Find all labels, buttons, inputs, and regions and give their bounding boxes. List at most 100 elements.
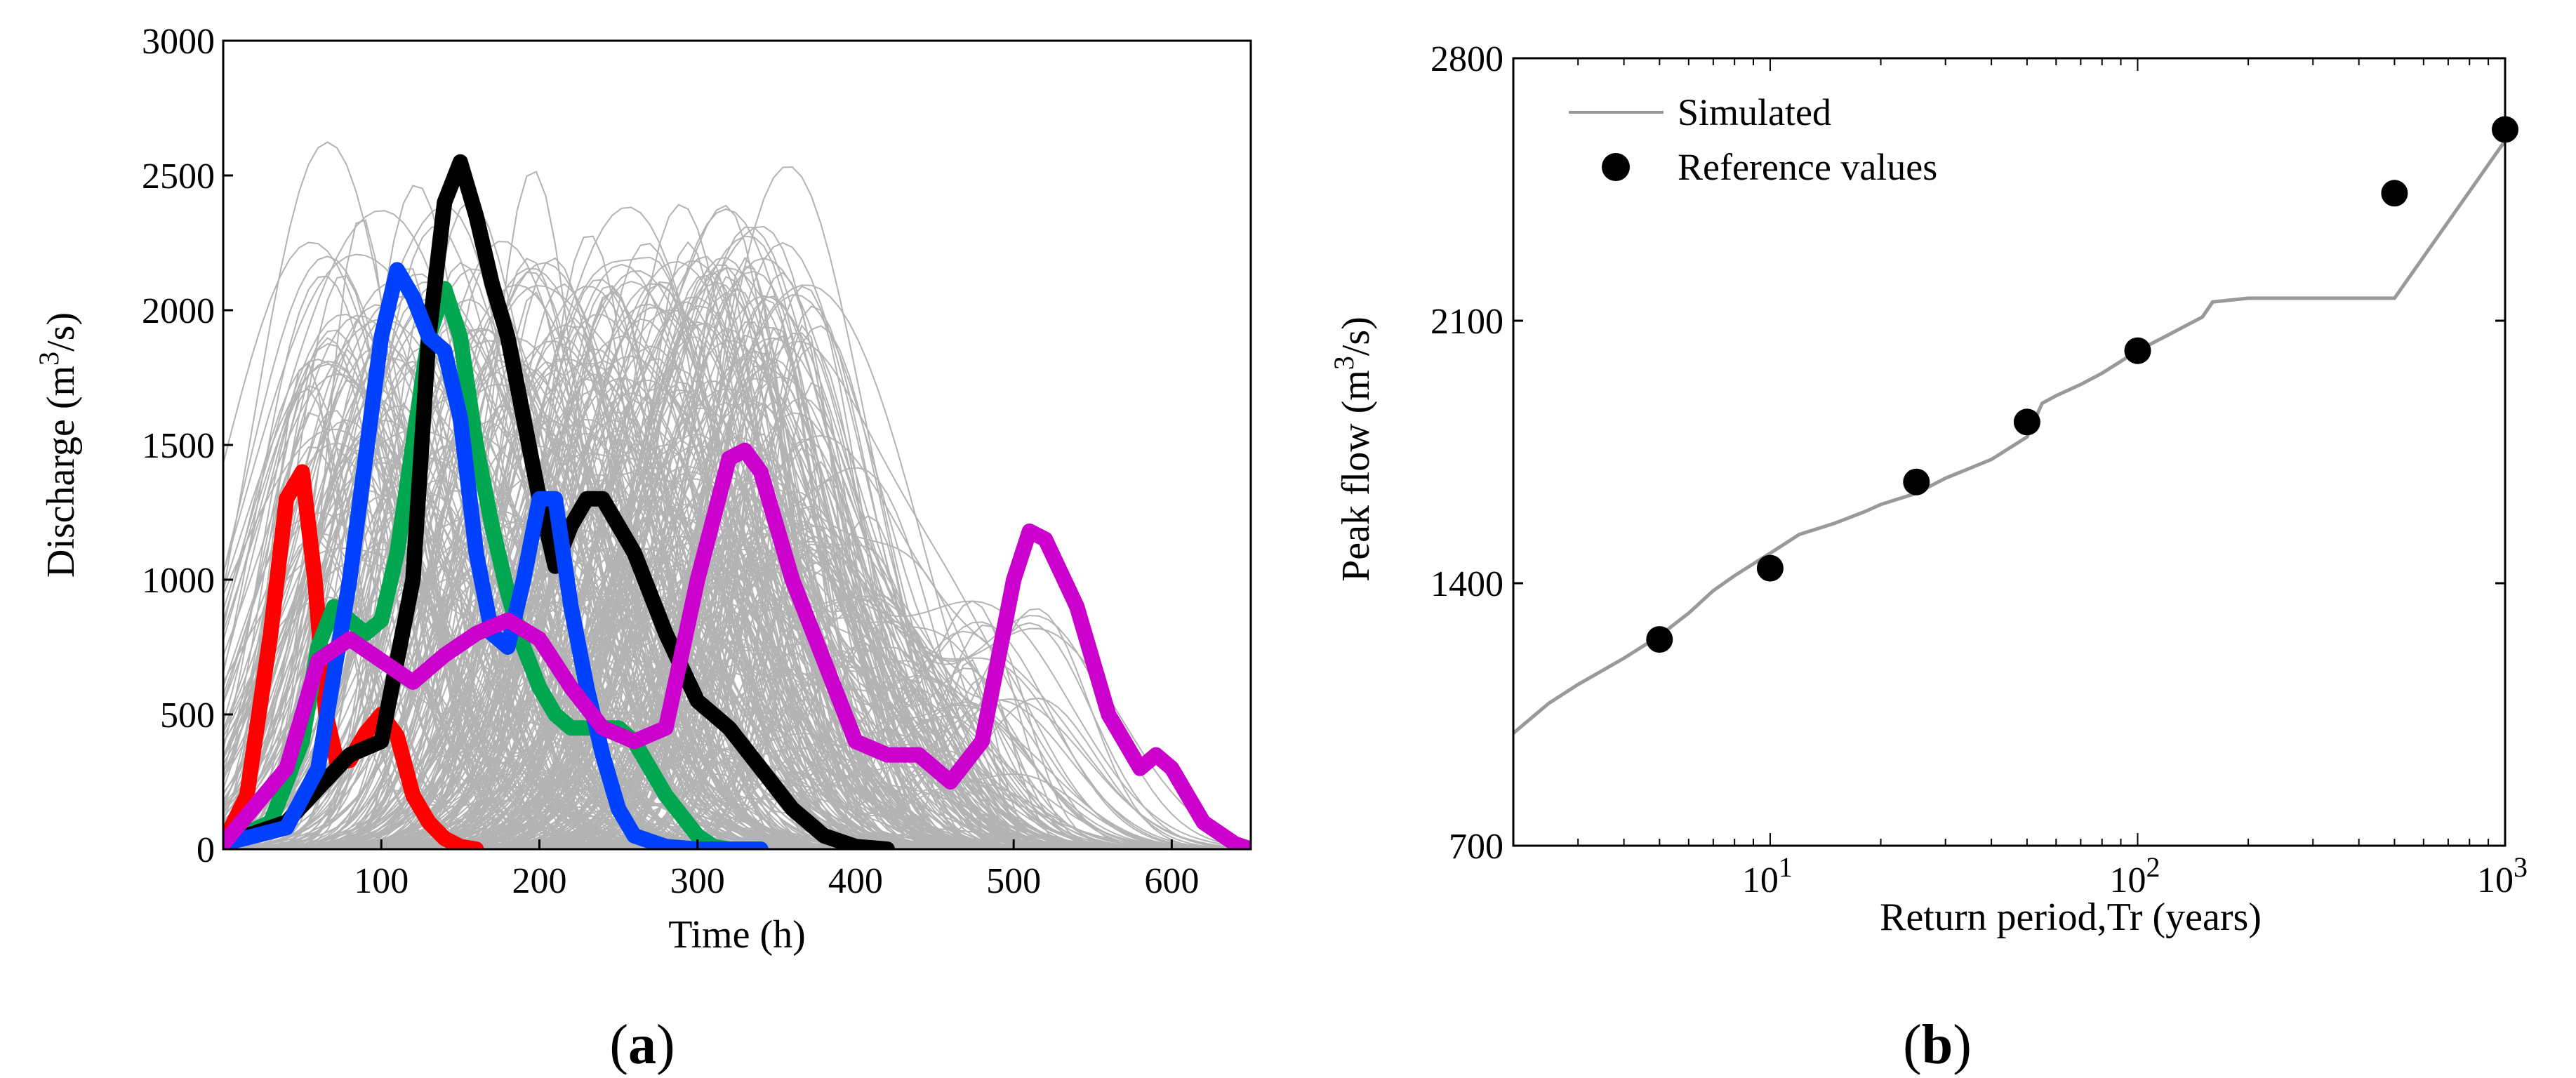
y-tick-label: 1000 [142,561,215,601]
ensemble-line [223,548,1248,849]
x-tick-label: 500 [986,861,1041,901]
ensemble-line [223,255,1248,849]
ensemble-line [223,430,1248,849]
ensemble-line [223,360,1248,849]
y-tick-label: 2000 [142,291,215,331]
ensemble-line [223,317,1248,849]
panel-b: 101 102 103 700 1400 2100 2800 Return period,T… [1328,39,2528,1076]
series-line-4 [223,442,1251,849]
ensemble-line [223,349,1248,849]
panel-a-xlabel: Time (h) [668,913,806,957]
y-tick-label: 3000 [142,22,215,62]
ensemble-line [223,456,1248,849]
ensemble-line [223,274,1248,849]
ensemble-line [223,392,1248,849]
panel-b-ylabel-end: /s) [1334,317,1378,356]
y-tick-label: 500 [160,696,215,736]
ensemble-line [223,595,1248,849]
y-tick-label: 0 [197,830,215,870]
ensemble-line [223,394,1248,849]
panel-b-ylabel: Peak flow (m3/s) [1328,317,1378,582]
ensemble-line [223,515,1248,849]
panel-b-ylabel-main: Peak flow (m [1334,370,1378,582]
ensemble-line [223,206,1248,849]
ensemble-line [223,384,1248,849]
ensemble-line [223,526,1248,849]
ensemble-line [223,141,1248,849]
panel-b-label: (b) [1903,1014,1972,1074]
ensemble-line [223,347,1248,849]
ensemble-line [223,495,1248,849]
ensemble-line [223,431,1248,849]
ensemble-line [223,576,1248,849]
ensemble-line [223,460,1248,849]
panel-b-legend: Simulated Reference values [1569,91,1937,188]
ensemble-line [223,347,1248,849]
x-tick-label: 600 [1144,861,1199,901]
ensemble-line [223,255,1248,849]
panel-b-series [1513,140,2505,735]
ensemble-line [223,219,1248,849]
ensemble-line [223,265,1248,849]
ensemble-line [223,600,1248,849]
ensemble-line [223,443,1248,849]
ensemble-line [223,368,1248,849]
ensemble-line [223,534,1248,849]
ensemble-line [223,285,1248,849]
reference-point [1646,626,1673,653]
ensemble-line [223,439,1248,849]
legend-simulated-label: Simulated [1678,91,1831,133]
ensemble-line [223,270,1248,849]
ensemble-line [223,503,1248,849]
panel-a: 100 200 300 400 500 600 0 500 1000 1500 2000 2500 30… [33,22,1252,1076]
ensemble-line [223,510,1248,849]
ensemble-line [223,372,1248,849]
x-tick-label: 300 [670,861,725,901]
legend-reference-label: Reference values [1678,146,1937,188]
panel-a-label: (a) [609,1014,675,1074]
ensemble-line [223,446,1248,849]
panel-b-xlabel: Return period,Tr (years) [1880,896,2262,939]
ensemble-line [223,268,1248,849]
ensemble-line [223,546,1248,849]
ensemble-line [223,525,1248,849]
ensemble-line [223,357,1248,849]
panel-a-ylabel: Discharge (m3/s) [33,312,83,578]
series-line-3 [223,262,769,849]
ensemble-line [223,600,1248,849]
ensemble-line [223,343,1248,849]
ensemble-line [223,295,1248,849]
legend-reference-swatch [1602,153,1630,181]
panel-a-ylabel-end: /s) [39,312,83,352]
ensemble-line [223,547,1248,849]
ensemble-line [223,434,1248,849]
ensemble-line [223,390,1248,849]
y-tick-label: 1400 [1430,564,1503,604]
y-tick-label: 2100 [1430,302,1503,342]
panel-b-ylabel-sup: 3 [1328,356,1360,370]
x-tick-label: 400 [828,861,883,901]
ensemble-line [223,443,1248,849]
simulated-line [1513,140,2505,735]
ensemble-line [223,429,1248,849]
ensemble-line [223,565,1248,849]
reference-point [1903,468,1930,495]
panel-a-letter: a [628,1014,656,1074]
y-tick-label: 2500 [142,157,215,197]
ensemble-line [223,388,1248,849]
y-tick-label: 1500 [142,426,215,466]
ensemble-line [223,493,1248,849]
ensemble-line [223,377,1248,849]
ensemble-line [223,569,1248,849]
x-tick-label: 102 [2109,851,2160,900]
ensemble-line [223,301,1248,849]
reference-point [1756,554,1784,582]
ensemble-line [223,303,1248,849]
panel-b-letter: b [1922,1014,1953,1074]
x-tick-label: 103 [2477,851,2528,900]
ensemble-line [223,454,1248,849]
ensemble-line [223,505,1248,849]
ensemble-line [223,335,1248,849]
